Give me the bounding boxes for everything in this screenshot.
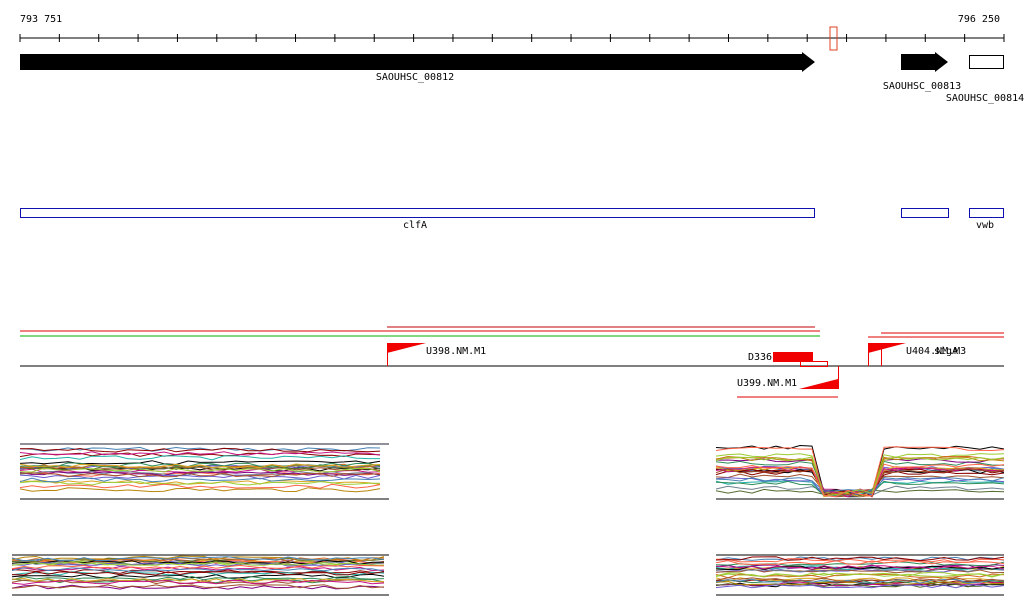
coverage-line: [19, 462, 381, 468]
coverage-line: [715, 568, 1005, 574]
feature-flag: [387, 343, 426, 353]
feature-label: sigA: [934, 346, 958, 357]
coverage-line: [715, 463, 1005, 498]
coverage-line: [19, 480, 380, 486]
coverage-line: [11, 561, 384, 566]
coverage-line: [19, 463, 381, 469]
coverage-line: [19, 474, 381, 480]
coverage-line: [715, 565, 1005, 571]
gene-name-box: [20, 208, 815, 218]
coverage-line: [11, 584, 385, 590]
coverage-line: [715, 456, 1005, 497]
coverage-line: [11, 570, 385, 576]
coverage-line: [715, 560, 1005, 565]
coverage-line: [11, 562, 385, 567]
coverage-line: [19, 455, 380, 461]
coverage-line: [715, 565, 1005, 570]
feature-label: D336: [748, 352, 772, 363]
coverage-line: [715, 466, 1005, 498]
coverage-line: [11, 564, 385, 570]
gene-name-box: [969, 208, 1004, 218]
feature-block: [773, 352, 813, 362]
coverage-line: [11, 558, 385, 564]
coverage-line: [715, 571, 1005, 577]
coverage-line: [11, 556, 385, 562]
coverage-line: [715, 578, 1005, 584]
selection-marker: [829, 26, 838, 51]
gene-name: vwb: [976, 220, 994, 231]
coverage-line: [19, 477, 381, 483]
coverage-line: [715, 476, 1005, 496]
gene-arrow: [20, 52, 815, 72]
gene-label: SAOUHSC_00813: [883, 81, 961, 92]
coverage-line: [19, 452, 381, 458]
feature-box: [800, 361, 828, 367]
ruler-end: 796 250: [958, 14, 1000, 25]
coverage-line: [715, 581, 1005, 587]
feature-flag: [868, 343, 906, 353]
coverage-line: [11, 566, 385, 572]
coverage-line: [19, 466, 381, 472]
coverage-line: [19, 472, 381, 478]
gene-arrow: [901, 52, 948, 72]
coverage-line: [715, 556, 1005, 562]
gene-label: SAOUHSC_00814: [946, 93, 1024, 104]
coverage-line: [11, 573, 385, 579]
gene-name-box: [901, 208, 949, 218]
coverage-line: [715, 584, 1005, 589]
coverage-line: [19, 451, 381, 456]
coverage-tracks: [11, 443, 1005, 596]
coverage-line: [19, 483, 381, 489]
coverage-line: [715, 556, 1005, 562]
gene-box: [969, 55, 1004, 69]
coverage-line: [715, 473, 1005, 498]
coverage-line: [715, 468, 1005, 496]
coverage-line: [715, 579, 1005, 584]
coverage-line: [11, 579, 385, 585]
feature-label: U398.NM.M1: [426, 346, 486, 357]
coverage-line: [19, 460, 381, 466]
feature-label: U404.NM.M3: [906, 346, 966, 357]
coverage-line: [19, 447, 381, 453]
coverage-line: [715, 577, 1005, 583]
gene-label: SAOUHSC_00812: [376, 72, 454, 83]
coverage-line: [715, 565, 1005, 571]
coverage-line: [11, 584, 385, 589]
coverage-line: [11, 567, 385, 572]
feature-flag: [799, 379, 838, 389]
coverage-line: [11, 579, 385, 585]
ruler-ticks: [19, 34, 1005, 42]
coverage-line: [19, 467, 381, 473]
gene-name: clfA: [403, 220, 427, 231]
feature-label: U399.NM.M1: [737, 378, 797, 389]
coverage-line: [19, 487, 381, 493]
ruler-start: 793 751: [20, 14, 62, 25]
feature-lines: [20, 326, 1004, 398]
coverage-line: [715, 466, 1005, 498]
coverage-line: [11, 577, 385, 583]
coverage-line: [19, 446, 381, 452]
